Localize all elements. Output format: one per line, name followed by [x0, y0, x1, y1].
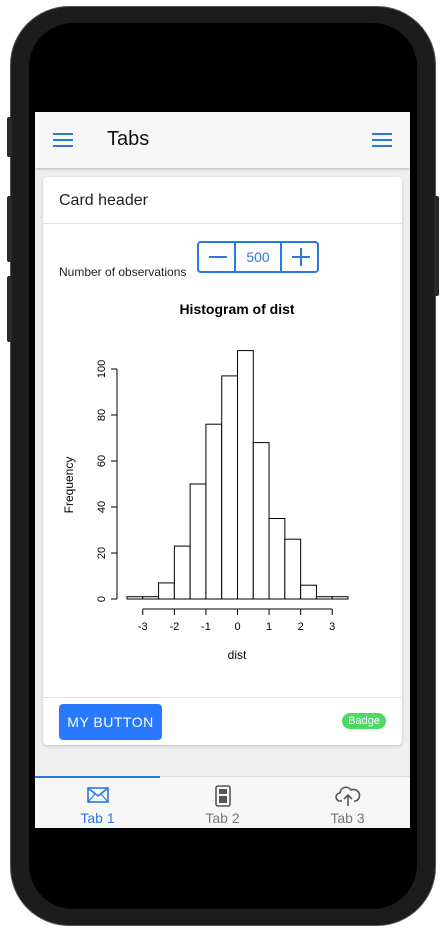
histogram-bar	[158, 582, 175, 600]
histogram-plot: Histogram of dist dist Frequency -3 -2 -1 0…	[62, 301, 349, 662]
y-tick-label: 0	[96, 596, 108, 602]
page-title: Tabs	[107, 128, 150, 150]
chart-title: Histogram of dist	[179, 301, 294, 317]
right-menu-icon[interactable]	[372, 133, 392, 147]
y-tick-label: 80	[96, 409, 108, 421]
y-tick-label: 40	[96, 501, 108, 513]
app-screen: Tabs Card header Number of observations …	[35, 112, 410, 828]
histogram-bar	[252, 442, 270, 600]
phone-volume-up	[7, 196, 12, 262]
increment-button[interactable]	[280, 243, 317, 271]
x-tick-label: -2	[169, 621, 179, 633]
observations-label: Number of observations	[59, 265, 187, 279]
histogram-bar	[142, 596, 160, 600]
tab-1-label: Tab 1	[80, 810, 115, 826]
navbar: Tabs	[35, 112, 410, 168]
card-header: Card header	[43, 177, 402, 224]
x-axis: -3 -2 -1 0 1 2 3	[138, 608, 335, 633]
histogram-bar	[237, 350, 254, 600]
cloud-upload-icon	[334, 786, 360, 806]
x-tick-label: 2	[298, 621, 304, 633]
y-tick-label: 100	[96, 360, 108, 378]
phone-volume-down	[7, 276, 12, 342]
y-axis: 0 20 40 60 80 100	[96, 360, 118, 602]
histogram-bar	[331, 596, 349, 600]
histogram-bar	[126, 596, 144, 600]
tab-2-label: Tab 2	[205, 810, 240, 826]
histogram-bar	[173, 545, 191, 600]
tabbar: Tab 1 Tab 2 Tab 3	[35, 776, 410, 828]
minus-icon	[209, 256, 227, 258]
x-tick-label: -1	[201, 621, 211, 633]
x-tick-label: 0	[234, 621, 240, 633]
left-menu-icon[interactable]	[53, 133, 73, 147]
y-tick-label: 60	[96, 455, 108, 467]
histogram-bar	[205, 423, 223, 600]
my-button[interactable]: MY BUTTON	[59, 704, 162, 740]
tab-2[interactable]: Tab 2	[160, 777, 285, 828]
phone-mute-switch	[7, 117, 12, 157]
x-tick-label: 1	[266, 621, 272, 633]
histogram-bar	[315, 596, 333, 600]
histogram-bar	[189, 483, 207, 600]
active-tab-indicator	[35, 776, 160, 778]
calculator-icon	[214, 785, 231, 807]
y-tick-label: 20	[96, 547, 108, 559]
card: Card header Number of observations Histo…	[43, 177, 402, 745]
histogram-bar	[268, 518, 286, 600]
decrement-button[interactable]	[199, 243, 236, 271]
tab-3-label: Tab 3	[330, 810, 365, 826]
phone-power-button	[434, 196, 439, 296]
histogram-bar	[221, 375, 238, 600]
tab-1[interactable]: Tab 1	[35, 776, 160, 828]
histogram-bars	[126, 350, 349, 600]
envelope-icon	[86, 787, 109, 803]
tab-3[interactable]: Tab 3	[285, 777, 410, 828]
x-axis-label: dist	[228, 648, 247, 662]
observations-input[interactable]	[236, 243, 280, 271]
status-badge: Badge	[342, 713, 386, 729]
card-header-text: Card header	[59, 192, 148, 209]
x-tick-label: 3	[329, 621, 335, 633]
histogram-bar	[300, 584, 317, 600]
histogram-bar	[284, 538, 302, 600]
card-footer: MY BUTTON Badge	[43, 697, 402, 746]
x-tick-label: -3	[138, 621, 148, 633]
observations-stepper	[197, 241, 319, 273]
y-axis-label: Frequency	[62, 457, 76, 514]
